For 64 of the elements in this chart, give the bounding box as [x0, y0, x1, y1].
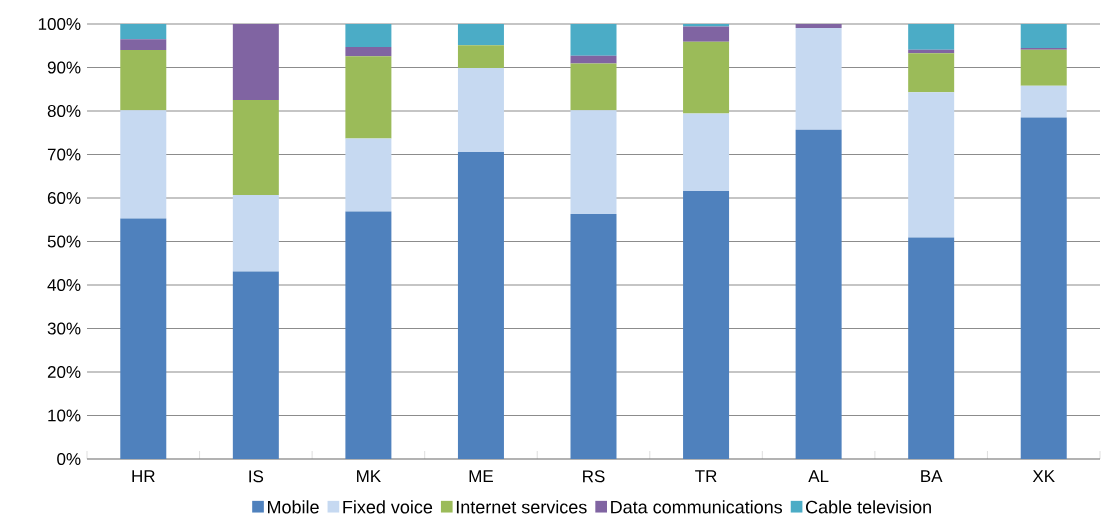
bar [795, 129, 842, 459]
bar [570, 214, 617, 459]
x-tick-label: IS [249, 470, 264, 483]
bar [683, 26, 730, 42]
bar [120, 39, 167, 51]
bar [120, 110, 167, 219]
y-tick-label: 50% [47, 235, 81, 248]
y-tick-label: 10% [48, 409, 81, 422]
y-tick-label: 0% [57, 452, 81, 466]
legend-label: Fixed voice [343, 500, 433, 514]
y-tick-label: 30% [47, 322, 81, 335]
bar [232, 271, 279, 459]
x-tick-label: TR [695, 470, 717, 482]
y-tick-label: 90% [47, 61, 81, 74]
y-tick-label: 20% [47, 365, 81, 379]
legend-label: Data communications [611, 500, 783, 514]
bar [1020, 85, 1067, 118]
bar [457, 151, 504, 459]
bar [570, 55, 617, 64]
x-tick-label: BA [921, 470, 943, 482]
legend-label: Mobile [268, 500, 319, 514]
bar [457, 45, 504, 68]
bar [232, 24, 279, 101]
bar [1020, 24, 1067, 48]
bar [345, 138, 392, 212]
bar [345, 56, 392, 139]
bar [345, 211, 392, 459]
bar [908, 92, 955, 238]
y-tick-label: 40% [47, 278, 81, 292]
bar [683, 41, 730, 114]
bar [120, 24, 167, 40]
bar [570, 63, 617, 111]
bar [345, 24, 392, 48]
bar [457, 24, 504, 46]
bar [908, 24, 955, 50]
bar [1020, 117, 1067, 459]
x-tick-label: ME [469, 470, 493, 482]
bar [120, 218, 167, 459]
bar [570, 24, 617, 56]
bar [1020, 49, 1067, 86]
bar [795, 24, 842, 28]
bar [908, 237, 955, 459]
bar [683, 113, 730, 192]
bar [570, 110, 617, 215]
x-tick-label: RS [583, 470, 605, 483]
bar [795, 27, 842, 130]
y-tick-label: 70% [47, 148, 81, 161]
bar [120, 50, 167, 111]
x-tick-label: HR [132, 470, 155, 482]
x-tick-label: AL [808, 470, 829, 482]
y-tick-label: 60% [47, 191, 81, 205]
bar [683, 191, 730, 459]
bar [345, 47, 392, 57]
y-tick-label: 80% [47, 104, 81, 118]
y-tick-label: 100% [38, 17, 81, 31]
bar [457, 67, 504, 152]
bar [683, 24, 730, 27]
legend-label: Cable television [806, 500, 931, 514]
bar [908, 53, 955, 93]
bar [232, 100, 279, 195]
x-tick-label: XK [1032, 470, 1055, 482]
bar [232, 194, 279, 272]
x-tick-label: MK [357, 470, 381, 482]
legend-label: Internet services [456, 500, 587, 514]
